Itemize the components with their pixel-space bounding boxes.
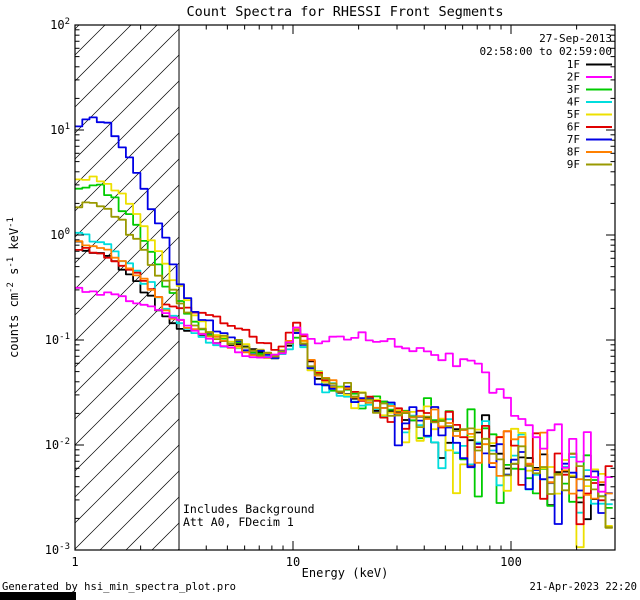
- legend-label-9F: 9F: [567, 158, 580, 171]
- y-tick-label: 102: [50, 17, 70, 32]
- legend-label-6F: 6F: [567, 121, 580, 134]
- y-tick-label: 10-3: [45, 542, 70, 557]
- x-tick-label: 100: [500, 555, 522, 569]
- legend-label-3F: 3F: [567, 83, 580, 96]
- y-tick-label: 101: [50, 122, 70, 137]
- legend-date: 27-Sep-2013: [539, 32, 612, 45]
- legend-label-2F: 2F: [567, 71, 580, 84]
- legend-label-8F: 8F: [567, 146, 580, 159]
- x-axis-title: Energy (keV): [302, 566, 389, 580]
- x-tick-label: 1: [71, 555, 78, 569]
- series-9F-curve: [75, 201, 613, 529]
- footer-black-strip: [0, 592, 76, 600]
- y-tick-label: 10-1: [45, 332, 70, 347]
- x-tick-label: 10: [286, 555, 300, 569]
- legend-label-7F: 7F: [567, 133, 580, 146]
- plot-title: Count Spectra for RHESSI Front Segments: [186, 4, 504, 20]
- axis-ticks: [74, 24, 616, 551]
- legend-time-range: 02:58:00 to 02:59:00: [480, 45, 612, 58]
- annotation-includes-background: Includes Background: [183, 502, 315, 516]
- attenuator-hatch-region: [75, 25, 180, 550]
- footer-generated-by: Generated by hsi_min_spectra_plot.pro: [2, 581, 236, 593]
- y-tick-label: 100: [50, 227, 70, 242]
- legend-label-5F: 5F: [567, 108, 580, 121]
- legend-label-1F: 1F: [567, 58, 580, 71]
- annotation-attenuator-state: Att A0, FDecim 1: [183, 515, 294, 529]
- footer-timestamp: 21-Apr-2023 22:20: [529, 581, 637, 593]
- y-axis-title: counts cm-2 s-1 keV-1: [6, 217, 21, 358]
- legend-label-4F: 4F: [567, 96, 580, 109]
- series-2F-curve: [75, 286, 613, 493]
- y-tick-label: 10-2: [45, 437, 70, 452]
- plot-frame: [74, 24, 616, 551]
